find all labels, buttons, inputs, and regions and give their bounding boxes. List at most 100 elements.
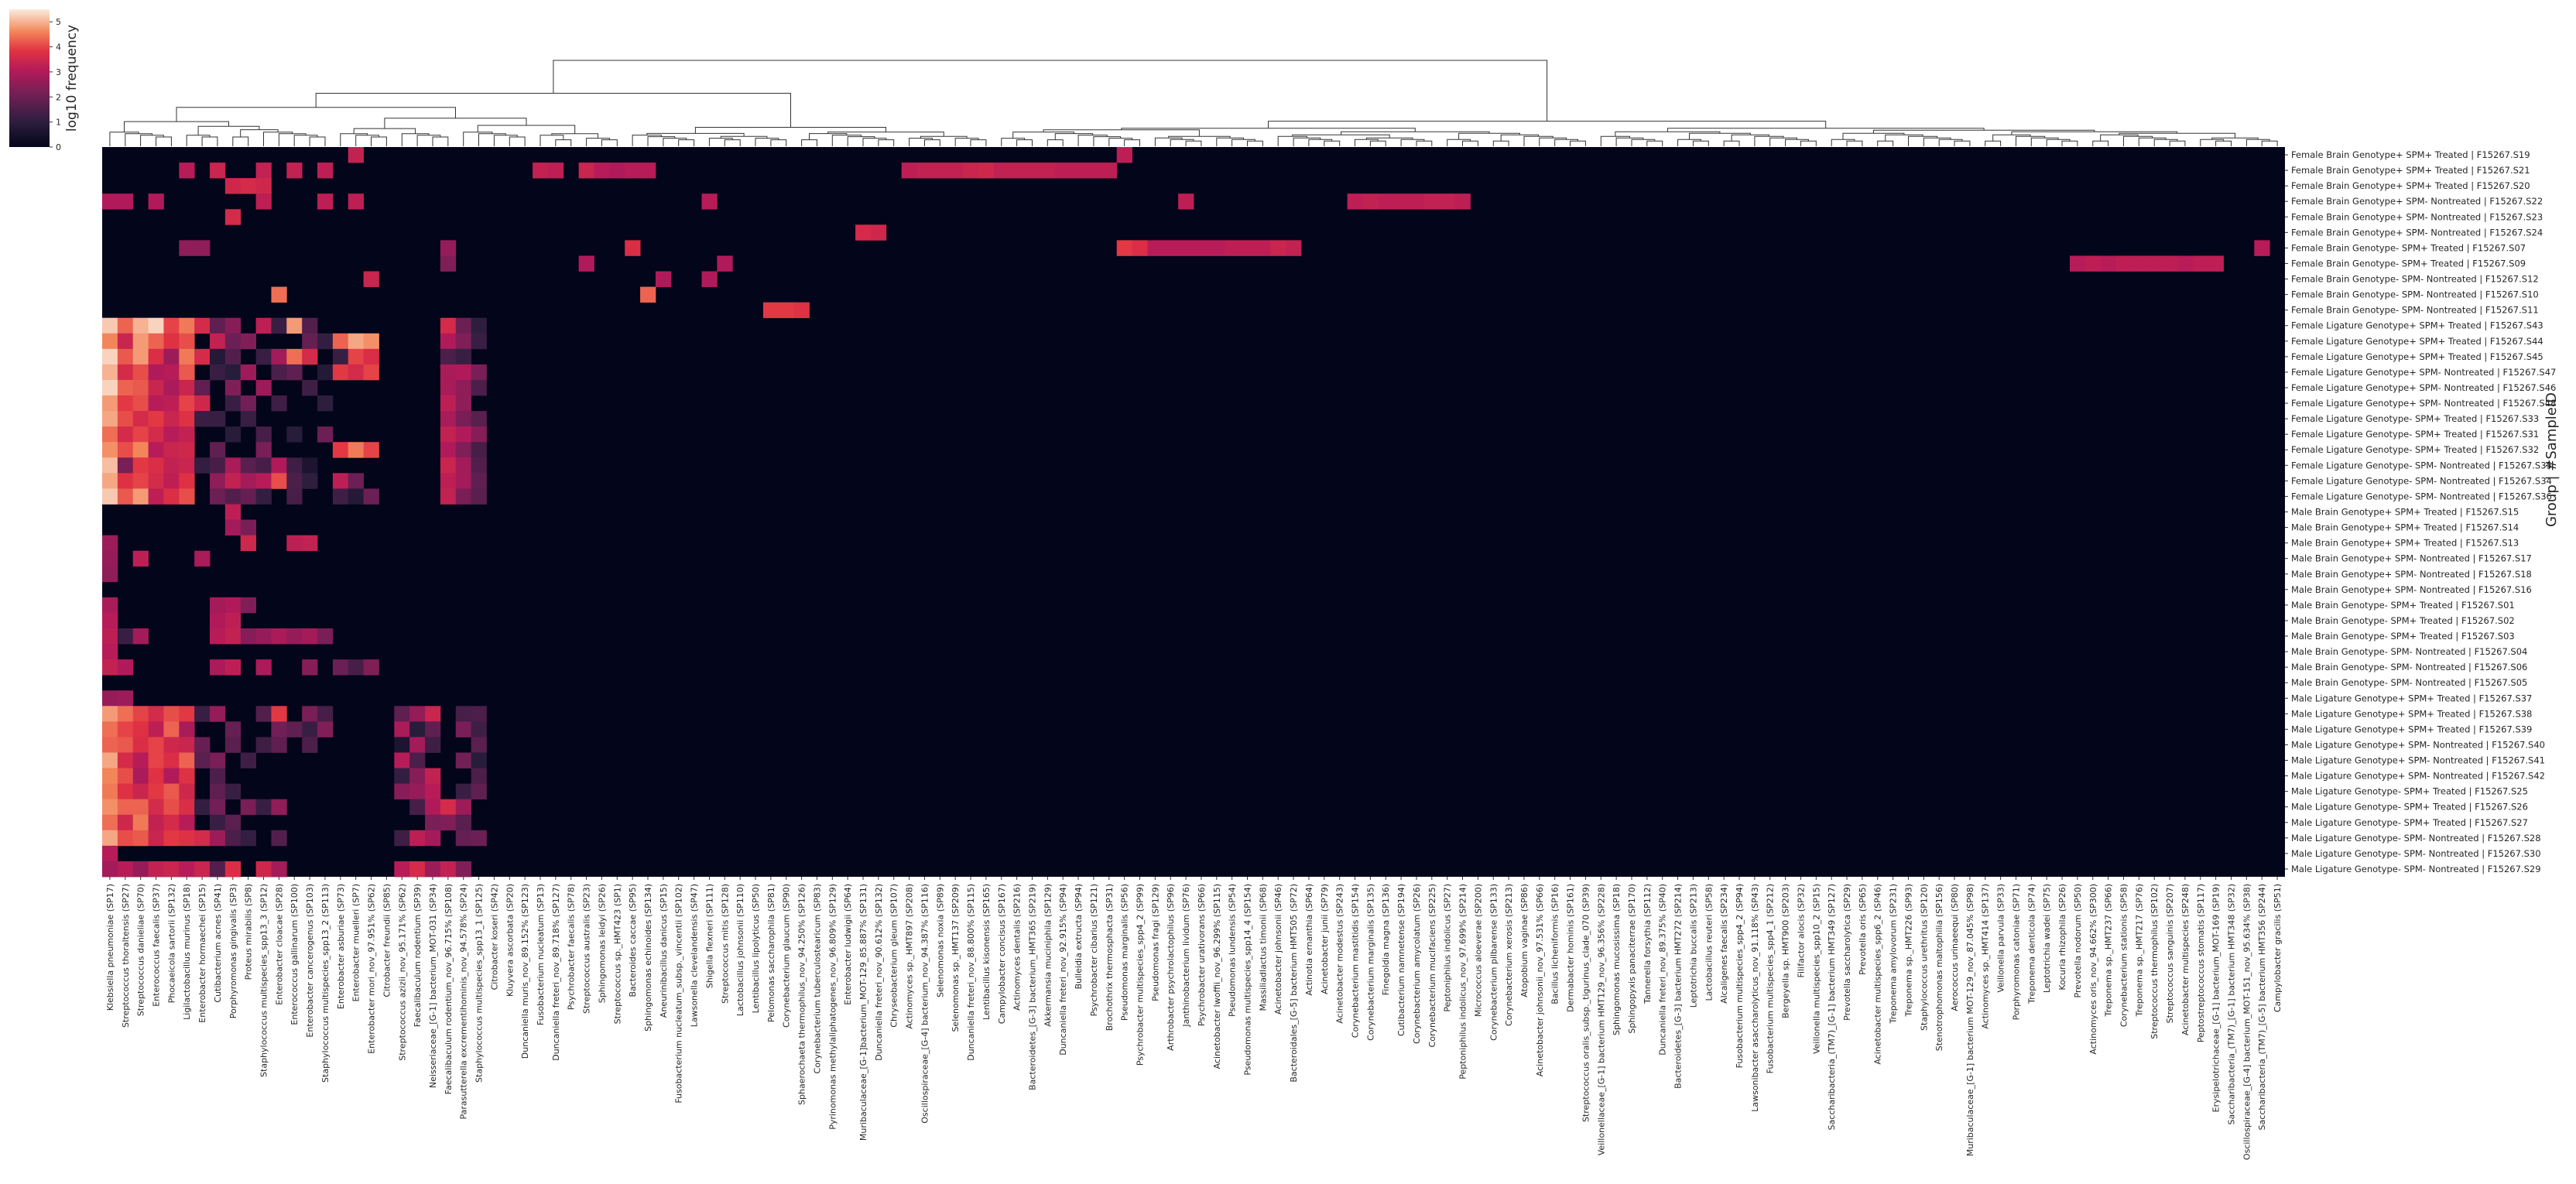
heatmap-cell <box>317 364 334 381</box>
dendrogram-link <box>1692 140 1709 146</box>
dendrogram-link <box>1416 140 1433 146</box>
column-label: Lawsonibacter asaccharolyticus_nov_91.11… <box>1750 884 1760 1112</box>
column-label: Chryseobacterium gleum (SP107) <box>889 884 899 1028</box>
heatmap-cell <box>210 442 226 458</box>
column-label: Cutibacterium namnetense (SP194) <box>1396 884 1406 1036</box>
heatmap-cell <box>286 348 303 365</box>
colorbar: 0 1 2 3 4 5 log10 frequency <box>9 9 80 152</box>
heatmap-cell <box>102 830 118 847</box>
heatmap-cell <box>348 147 365 163</box>
heatmap-cell <box>471 411 487 427</box>
row-label: Male Ligature Genotype+ SPM- Nontreated … <box>2291 755 2545 766</box>
heatmap-cell <box>271 317 287 334</box>
heatmap-cell <box>440 395 457 412</box>
row-label: Male Brain Genotype- SPM- Nontreated | F… <box>2291 662 2527 672</box>
heatmap-cell <box>332 473 349 489</box>
dendrogram-link <box>263 132 293 146</box>
row-label: Male Brain Genotype+ SPM- Nontreated | F… <box>2291 553 2532 564</box>
row-label: Male Ligature Genotype- SPM+ Treated | F… <box>2291 786 2528 797</box>
heatmap-cell <box>271 286 287 303</box>
column-labels: Klebsiella pneumoniae (SP17) Streptococcu… <box>105 877 2283 1160</box>
heatmap-cell <box>440 348 457 365</box>
column-label: Duncaniella muris_nov_89.152% (SP123) <box>520 884 530 1059</box>
heatmap-cell <box>224 628 242 645</box>
colorbar-tick-label: 1 <box>56 118 61 128</box>
heatmap-cell <box>102 799 118 816</box>
colorbar-tick-label: 5 <box>56 17 61 27</box>
heatmap-cell <box>102 659 118 676</box>
dendrogram-link <box>109 132 139 146</box>
column-label: Finegoldia magna (SP136) <box>1381 884 1391 995</box>
heatmap-cell <box>148 317 164 334</box>
heatmap-cell <box>163 737 180 753</box>
heatmap-cell <box>132 442 149 458</box>
heatmap-cell <box>117 442 134 458</box>
dendrogram-link <box>1885 134 1923 142</box>
heatmap-cell <box>1070 163 1087 179</box>
column-label: Citrobacter koseri (SP42) <box>489 884 499 990</box>
row-label: Female Brain Genotype+ SPM+ Treated | F1… <box>2291 149 2530 160</box>
heatmap-cell <box>148 473 164 489</box>
heatmap-cell <box>163 317 180 334</box>
heatmap-cell <box>440 457 457 474</box>
dendrogram-link <box>1615 131 1721 137</box>
heatmap-cell <box>1362 193 1379 210</box>
heatmap-cell <box>148 488 164 505</box>
column-dendrogram <box>109 60 2278 146</box>
heatmap-cell <box>471 333 487 350</box>
column-label: Tannerella forsythia (SP112) <box>1643 884 1653 1004</box>
heatmap-cell <box>132 752 149 768</box>
heatmap-cell <box>1163 240 1179 256</box>
heatmap-cell <box>440 317 457 334</box>
column-label: Streptococcus azizii_nov_95.171% (SP62) <box>397 884 407 1061</box>
heatmap-cell <box>440 333 457 350</box>
dendrogram-link <box>1570 140 1586 146</box>
heatmap-cell <box>179 737 195 753</box>
column-label: Saccharibacteria_(TM7)_[G-5] bacterium H… <box>2257 884 2267 1130</box>
dendrogram-link <box>1447 139 1471 146</box>
heatmap-cell <box>594 163 610 179</box>
dendrogram-link <box>1369 140 1386 146</box>
dendrogram-link <box>540 135 564 146</box>
heatmap-cell <box>132 333 149 350</box>
heatmap-cell <box>455 426 472 443</box>
heatmap-cell <box>255 473 272 489</box>
heatmap-cell <box>148 193 164 210</box>
heatmap-cell <box>163 768 180 785</box>
heatmap-cell <box>1024 163 1040 179</box>
dendrogram-link <box>2169 140 2186 146</box>
column-label: Corynebacterium amycolatum (SP26) <box>1412 884 1422 1044</box>
dendrogram-link <box>1247 140 1263 146</box>
heatmap-cell <box>148 395 164 412</box>
heatmap-cell <box>148 379 164 396</box>
heatmap-cell <box>425 799 441 816</box>
heatmap-cell <box>455 317 472 334</box>
column-label: Bulleidia extructa (SP94) <box>1074 884 1084 989</box>
dendrogram-link <box>1170 139 1194 146</box>
heatmap-cell <box>471 721 487 737</box>
column-label: Pelomonas saccharophila (SP81) <box>766 884 776 1022</box>
column-label: Corynebacterium mucifaciens (SP225) <box>1427 884 1437 1047</box>
heatmap-cell <box>148 333 164 350</box>
heatmap-cell <box>286 426 303 443</box>
heatmap-cell <box>2100 255 2116 272</box>
heatmap-cell <box>117 333 134 350</box>
column-label: Sphaerochaeta thermophilus_nov_94.250% (… <box>797 884 807 1105</box>
heatmap-cell <box>317 193 334 210</box>
heatmap-cell <box>302 628 318 645</box>
row-label: Male Brain Genotype- SPM+ Treated | F152… <box>2291 615 2515 626</box>
colorbar-tick-label: 3 <box>56 67 61 77</box>
heatmap-cell <box>117 783 134 800</box>
heatmap-cell <box>224 317 242 334</box>
heatmap-cell <box>978 163 995 179</box>
heatmap-cell <box>425 830 441 847</box>
dendrogram-link <box>309 136 326 146</box>
column-label: Porphyromonas gingivalis (SP3) <box>228 884 238 1018</box>
heatmap-cell <box>210 659 226 676</box>
heatmap-cell <box>271 628 287 645</box>
heatmap-cell <box>179 830 195 847</box>
heatmap-cell <box>409 706 426 722</box>
heatmap-cell <box>394 721 410 737</box>
heatmap-cell <box>179 457 195 474</box>
heatmap-cell <box>332 488 349 505</box>
